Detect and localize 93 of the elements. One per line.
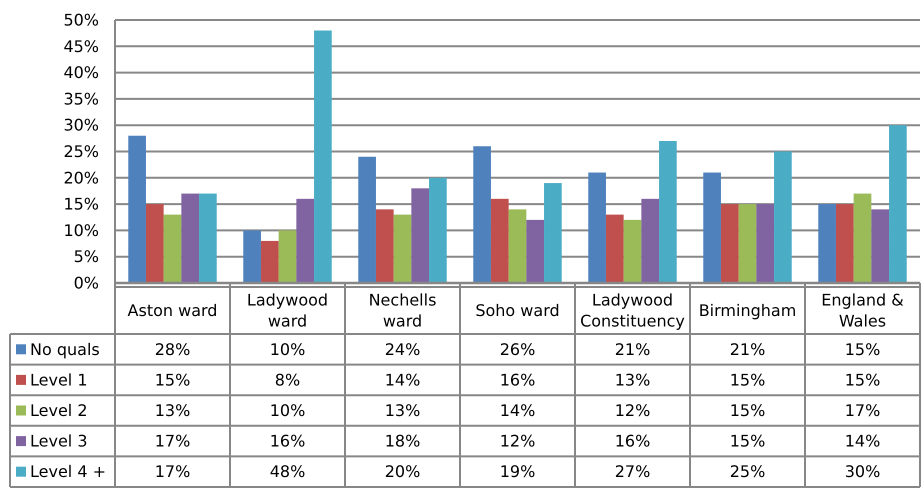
y-tick-label: 10% [63, 220, 99, 240]
data-label: 12% [614, 401, 650, 420]
bar [128, 136, 146, 283]
y-tick-label: 15% [63, 194, 99, 214]
y-tick-label: 30% [63, 116, 99, 135]
bar [376, 209, 394, 283]
bar [854, 194, 872, 283]
bar [181, 194, 200, 283]
x-tick-label: Aston ward [128, 301, 218, 320]
bar [544, 183, 562, 283]
x-tick-label: Ladywood Constituency [580, 290, 685, 330]
bar [659, 140, 677, 283]
data-label: 15% [730, 370, 766, 390]
bar [411, 188, 430, 283]
bar [260, 240, 279, 283]
bar [889, 125, 907, 283]
data-label: 14% [844, 432, 880, 451]
data-label: 21% [614, 340, 650, 359]
y-tick-label: 40% [63, 63, 99, 82]
bar [314, 30, 332, 283]
data-label: 27% [614, 462, 650, 482]
x-tick-label: England & Wales [821, 290, 904, 330]
bar [588, 172, 606, 283]
data-label: 24% [384, 340, 420, 359]
bar [429, 178, 447, 283]
y-tick-label: 50% [63, 10, 99, 30]
y-tick-label: 20% [63, 168, 99, 188]
data-label: 13% [384, 401, 420, 420]
data-label: 15% [154, 370, 190, 390]
bar [606, 214, 624, 283]
bar [358, 156, 376, 283]
data-label: 13% [614, 370, 650, 390]
data-label: 15% [844, 340, 880, 359]
bar [394, 214, 412, 283]
data-label: 10% [270, 340, 306, 359]
bar [526, 220, 544, 283]
legend-label: No quals [30, 340, 100, 359]
data-label: 21% [730, 340, 766, 359]
bar [756, 204, 774, 283]
legend-label: Level 4 + [30, 462, 106, 482]
data-label: 8% [274, 370, 300, 390]
y-tick-label: 35% [63, 89, 99, 108]
data-label: 14% [500, 401, 536, 420]
data-label: 15% [730, 401, 766, 420]
x-tick-label: Soho ward [475, 301, 560, 320]
x-tick-label: Ladywood ward [246, 290, 328, 330]
bar [296, 198, 314, 283]
legend-label: Level 1 [30, 370, 88, 390]
bar [278, 230, 296, 283]
legend-label: Level 2 [30, 401, 88, 420]
data-label: 18% [384, 432, 420, 451]
data-label: 30% [844, 462, 880, 482]
bar [720, 204, 739, 283]
y-tick-label: 45% [63, 36, 99, 56]
data-label: 10% [270, 401, 306, 420]
y-tick-label: 5% [74, 247, 99, 266]
x-tick-label: Birmingham [698, 301, 796, 320]
bar [738, 204, 756, 283]
data-label: 25% [730, 462, 766, 482]
data-label: 17% [844, 401, 880, 420]
data-label: 17% [154, 462, 190, 482]
bar [624, 220, 642, 283]
legend-label: Level 3 [30, 432, 88, 451]
data-label: 16% [500, 370, 536, 390]
bar [508, 209, 526, 283]
data-label: 48% [270, 462, 306, 482]
bar [871, 209, 890, 283]
bar [146, 204, 164, 283]
bar [836, 204, 854, 283]
data-label: 12% [500, 432, 536, 451]
bar [473, 146, 491, 283]
data-label: 26% [500, 340, 536, 359]
data-label: 16% [270, 432, 306, 451]
bar [164, 214, 182, 283]
data-label: 20% [384, 462, 420, 482]
data-label: 13% [154, 401, 190, 420]
data-label: 28% [154, 340, 190, 359]
bar [774, 152, 792, 283]
y-tick-label: 0% [74, 274, 99, 292]
data-label: 14% [384, 370, 420, 390]
bar [703, 172, 721, 283]
bar [641, 198, 660, 283]
bar [243, 230, 261, 283]
data-label: 17% [154, 432, 190, 451]
data-label: 19% [500, 462, 536, 482]
data-label: 16% [614, 432, 650, 451]
y-tick-label: 25% [63, 142, 99, 161]
bar [490, 198, 509, 283]
bar [818, 204, 836, 283]
x-tick-label: Nechells ward [368, 290, 436, 330]
data-label: 15% [844, 370, 880, 390]
bar [199, 194, 217, 283]
data-label: 15% [730, 432, 766, 451]
